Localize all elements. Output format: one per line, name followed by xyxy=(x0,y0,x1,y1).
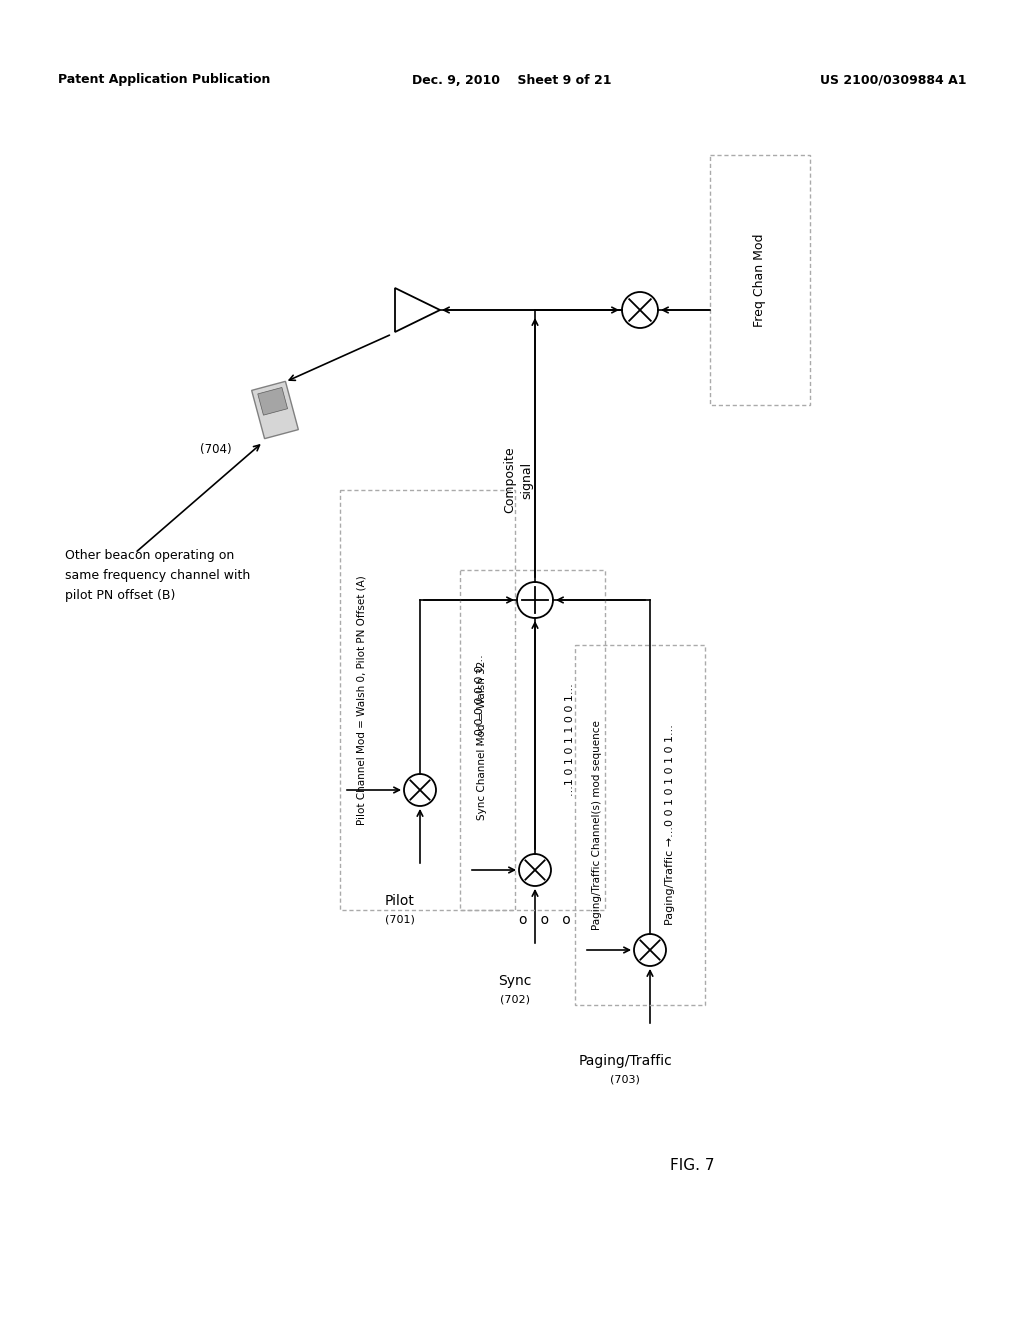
Text: Sync Channel Mod = Walsh 32: Sync Channel Mod = Walsh 32 xyxy=(477,660,487,820)
Text: FIG. 7: FIG. 7 xyxy=(670,1158,715,1172)
Text: pilot PN offset (B): pilot PN offset (B) xyxy=(65,589,175,602)
Text: Other beacon operating on: Other beacon operating on xyxy=(65,549,234,561)
Text: Composite: Composite xyxy=(504,446,516,513)
Text: Freq Chan Mod: Freq Chan Mod xyxy=(754,234,767,327)
Text: same frequency channel with: same frequency channel with xyxy=(65,569,250,582)
Text: o   o   o: o o o xyxy=(519,913,570,927)
Text: Dec. 9, 2010    Sheet 9 of 21: Dec. 9, 2010 Sheet 9 of 21 xyxy=(413,74,611,87)
Text: Sync: Sync xyxy=(499,974,531,987)
Text: Pilot Channel Mod = Walsh 0, Pilot PN Offset (A): Pilot Channel Mod = Walsh 0, Pilot PN Of… xyxy=(357,576,367,825)
Text: Patent Application Publication: Patent Application Publication xyxy=(58,74,270,87)
Text: signal: signal xyxy=(520,462,534,499)
Text: ...1 0 1 0 1 1 0 0 1...: ...1 0 1 0 1 1 0 0 1... xyxy=(565,684,575,796)
Text: (701): (701) xyxy=(385,913,415,924)
Text: Pilot: Pilot xyxy=(385,894,415,908)
Text: (702): (702) xyxy=(500,994,530,1005)
Text: Paging/Traffic: Paging/Traffic xyxy=(579,1053,672,1068)
Polygon shape xyxy=(258,388,288,416)
Polygon shape xyxy=(252,381,298,438)
Text: Paging/Traffic Channel(s) mod sequence: Paging/Traffic Channel(s) mod sequence xyxy=(592,721,602,929)
Text: ...0 0 0 0 0 0 0...: ...0 0 0 0 0 0 0... xyxy=(475,655,485,746)
Text: US 2100/0309884 A1: US 2100/0309884 A1 xyxy=(819,74,966,87)
Text: (703): (703) xyxy=(610,1074,640,1084)
Text: Paging/Traffic →...0 0 1 0 1 0 1 0 1...: Paging/Traffic →...0 0 1 0 1 0 1 0 1... xyxy=(665,725,675,925)
Text: (704): (704) xyxy=(200,444,231,457)
